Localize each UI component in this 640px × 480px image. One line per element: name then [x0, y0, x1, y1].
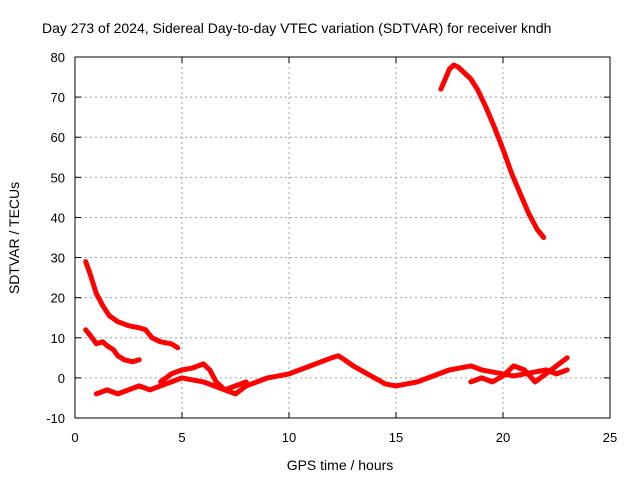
- series-group: [83, 62, 570, 397]
- y-tick-label: 80: [51, 50, 65, 65]
- series-line-track-5: [468, 355, 570, 385]
- grid: [75, 57, 610, 418]
- x-axis-label: GPS time / hours: [287, 457, 394, 473]
- y-tick-label: -10: [46, 411, 65, 426]
- x-tick-label: 20: [496, 430, 510, 445]
- y-tick-label: 10: [51, 331, 65, 346]
- y-tick-label: 70: [51, 90, 65, 105]
- y-tick-label: 0: [58, 371, 65, 386]
- y-tick-labels: -10 0 10 20 30 40 50 60 70 80: [46, 50, 65, 426]
- series-line-track-3: [93, 353, 570, 397]
- plot-frame: [74, 56, 611, 419]
- x-tick-label: 10: [282, 430, 296, 445]
- series-line-track-2: [83, 327, 142, 365]
- tick-marks: [74, 56, 611, 419]
- x-tick-label: 0: [71, 430, 78, 445]
- y-tick-label: 40: [51, 210, 65, 225]
- y-tick-label: 50: [51, 170, 65, 185]
- series-line-track-6: [438, 62, 547, 240]
- series-line-track-1: [83, 259, 181, 351]
- y-axis-label: SDTVAR / TECUs: [6, 182, 22, 294]
- chart-title: Day 273 of 2024, Sidereal Day-to-day VTE…: [42, 20, 551, 36]
- x-tick-label: 25: [603, 430, 617, 445]
- x-tick-label: 5: [178, 430, 185, 445]
- x-tick-labels: 0 5 10 15 20 25: [71, 430, 617, 445]
- x-tick-label: 15: [389, 430, 403, 445]
- y-tick-label: 60: [51, 130, 65, 145]
- y-tick-label: 30: [51, 251, 65, 266]
- y-tick-label: 20: [51, 291, 65, 306]
- series-line-track-4: [158, 361, 249, 393]
